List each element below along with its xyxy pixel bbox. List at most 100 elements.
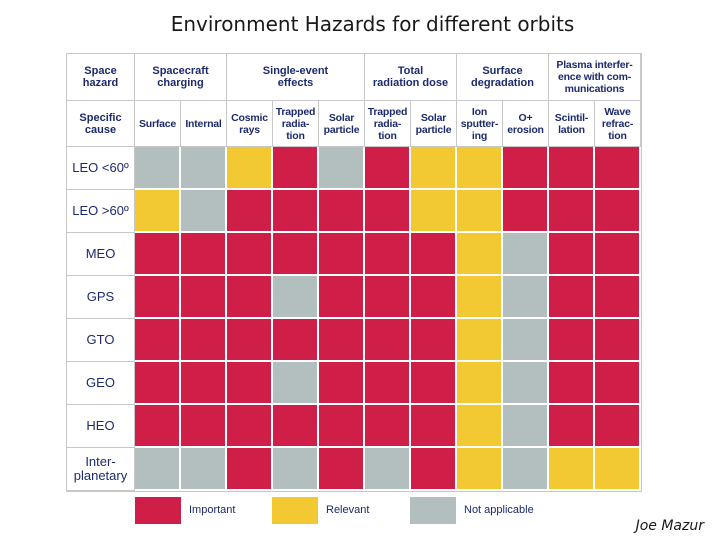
hazard-cell-relevant <box>135 190 181 233</box>
hazard-cell-important <box>273 405 319 448</box>
hazard-cell-important <box>135 362 181 405</box>
legend-swatch-relevant <box>272 497 318 524</box>
hazard-cell-important <box>411 405 457 448</box>
orbit-label: GEO <box>67 362 135 405</box>
hazard-cell-important <box>549 276 595 319</box>
hazard-cell-not-applicable <box>503 319 549 362</box>
hazard-cell-important <box>411 233 457 276</box>
hazard-cell-relevant <box>549 448 595 491</box>
hazard-cell-important <box>365 190 411 233</box>
legend-swatch-not-applicable <box>410 497 456 524</box>
hazard-cell-important <box>135 319 181 362</box>
group-header-surface-degradation: Surface degradation <box>457 54 549 101</box>
cause-header: Surface <box>135 101 181 147</box>
hazard-cell-important <box>181 233 227 276</box>
hazard-cell-relevant <box>457 190 503 233</box>
cause-header: Scintil- lation <box>549 101 595 147</box>
legend-label-not-applicable: Not applicable <box>464 504 534 516</box>
hazard-cell-important <box>503 147 549 190</box>
hazard-cell-relevant <box>227 147 273 190</box>
orbit-label: LEO <60º <box>67 147 135 190</box>
group-header-spacecraft-charging: Spacecraft charging <box>135 54 227 101</box>
hazard-cell-important <box>135 233 181 276</box>
hazard-cell-important <box>227 405 273 448</box>
legend-label-relevant: Relevant <box>326 504 370 516</box>
hazard-cell-important <box>595 233 641 276</box>
hazard-cell-not-applicable <box>273 276 319 319</box>
cause-header: Wave refrac- tion <box>595 101 641 147</box>
hazard-cell-important <box>135 405 181 448</box>
orbit-label: GTO <box>67 319 135 362</box>
hazard-cell-important <box>365 276 411 319</box>
hazard-cell-important <box>595 405 641 448</box>
orbit-label: Inter- planetary <box>67 448 135 491</box>
hazard-cell-relevant <box>457 233 503 276</box>
hazard-cell-not-applicable <box>135 448 181 491</box>
hazard-cell-important <box>319 405 365 448</box>
hazard-cell-important <box>181 362 227 405</box>
hazard-cell-not-applicable <box>503 276 549 319</box>
corner-header-specific-cause: Specific cause <box>67 101 135 147</box>
hazard-cell-important <box>227 448 273 491</box>
hazard-cell-important <box>319 319 365 362</box>
hazard-cell-important <box>595 190 641 233</box>
hazard-cell-important <box>595 147 641 190</box>
hazard-cell-important <box>227 276 273 319</box>
hazard-cell-important <box>319 233 365 276</box>
legend: Important Relevant Not applicable <box>135 497 640 525</box>
hazard-cell-important <box>181 319 227 362</box>
hazard-cell-important <box>319 362 365 405</box>
cause-header: Internal <box>181 101 227 147</box>
group-header-plasma-interference: Plasma interfer- ence with com- municati… <box>549 54 641 101</box>
hazard-cell-important <box>549 319 595 362</box>
hazard-cell-not-applicable <box>181 190 227 233</box>
orbit-label: LEO >60º <box>67 190 135 233</box>
legend-swatch-important <box>135 497 181 524</box>
legend-label-important: Important <box>189 504 236 516</box>
hazard-cell-not-applicable <box>135 147 181 190</box>
hazard-cell-important <box>549 190 595 233</box>
cause-header: O+ erosion <box>503 101 549 147</box>
hazard-cell-not-applicable <box>273 448 319 491</box>
corner-header-space-hazard: Space hazard <box>67 54 135 101</box>
hazard-cell-important <box>181 276 227 319</box>
hazard-cell-important <box>365 405 411 448</box>
hazard-cell-important <box>273 147 319 190</box>
hazard-cell-relevant <box>595 448 641 491</box>
hazard-cell-important <box>365 362 411 405</box>
hazard-cell-important <box>319 276 365 319</box>
cause-header: Trapped radia- tion <box>273 101 319 147</box>
hazard-cell-relevant <box>457 276 503 319</box>
hazard-cell-important <box>411 448 457 491</box>
hazard-cell-important <box>273 319 319 362</box>
hazard-cell-important <box>135 276 181 319</box>
orbit-label: GPS <box>67 276 135 319</box>
hazard-cell-relevant <box>457 362 503 405</box>
hazard-cell-not-applicable <box>319 147 365 190</box>
hazard-cell-important <box>273 233 319 276</box>
hazard-cell-important <box>273 190 319 233</box>
hazard-cell-important <box>549 405 595 448</box>
cause-header: Trapped radia- tion <box>365 101 411 147</box>
hazard-table: Space hazard Spacecraft charging Single-… <box>66 53 642 492</box>
hazard-cell-not-applicable <box>503 405 549 448</box>
hazard-cell-important <box>411 276 457 319</box>
cause-header: Cosmic rays <box>227 101 273 147</box>
hazard-cell-important <box>595 319 641 362</box>
hazard-cell-important <box>595 276 641 319</box>
group-header-total-radiation-dose: Total radiation dose <box>365 54 457 101</box>
hazard-cell-important <box>227 319 273 362</box>
orbit-label: MEO <box>67 233 135 276</box>
group-header-single-event-effects: Single-event effects <box>227 54 365 101</box>
hazard-cell-important <box>549 233 595 276</box>
slide-title: Environment Hazards for different orbits <box>170 12 575 36</box>
hazard-cell-important <box>411 319 457 362</box>
hazard-cell-important <box>227 233 273 276</box>
hazard-cell-important <box>319 190 365 233</box>
hazard-cell-relevant <box>411 190 457 233</box>
hazard-cell-important <box>365 147 411 190</box>
hazard-cell-relevant <box>457 405 503 448</box>
hazard-cell-relevant <box>457 319 503 362</box>
hazard-cell-important <box>411 362 457 405</box>
hazard-cell-important <box>503 190 549 233</box>
